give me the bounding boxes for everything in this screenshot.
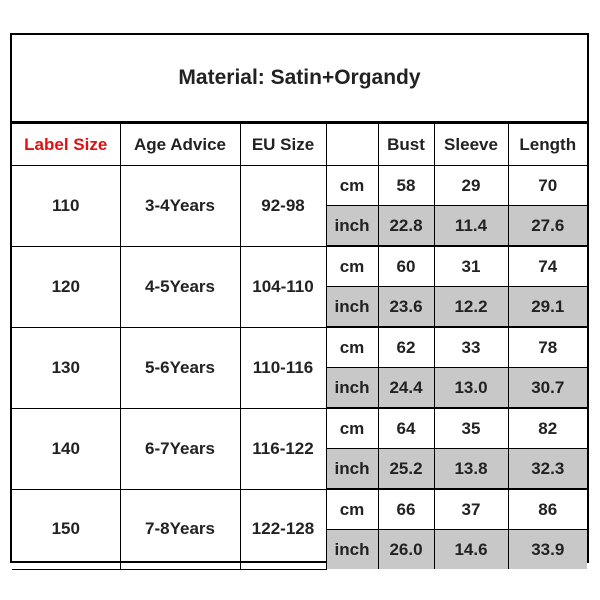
age-advice-cell: 3-4Years [119, 165, 241, 247]
eu-size-cell: 110-116 [239, 326, 327, 409]
length-inch-cell: 29.1 [507, 286, 587, 328]
unit-cm-cell: cm [325, 407, 379, 449]
length-inch-cell: 32.3 [507, 448, 587, 490]
bust-cm-cell: 58 [377, 165, 435, 206]
header-row: Label Size Age Advice EU Size Bust Sleev… [12, 123, 587, 166]
table-row-inch: inch 23.6 12.2 29.1 [12, 286, 587, 328]
bust-inch-cell: 22.8 [377, 205, 435, 247]
table-row-cm: 110 3-4Years 92-98 cm 58 29 70 [12, 165, 587, 247]
label-size-cell: 130 [12, 326, 121, 409]
bust-cm-cell: 60 [377, 245, 435, 287]
eu-size-cell: 122-128 [239, 488, 327, 570]
age-advice-cell: 7-8Years [119, 488, 241, 570]
table-row-cm: 150 7-8Years 122-128 cm 66 37 86 [12, 488, 587, 570]
header-age-advice: Age Advice [119, 123, 241, 166]
length-cm-cell: 82 [507, 407, 587, 449]
age-advice-cell: 4-5Years [119, 245, 241, 328]
unit-inch-cell: inch [326, 205, 379, 247]
length-inch-cell: 27.6 [507, 205, 587, 247]
unit-cm-cell: cm [325, 326, 379, 368]
length-cm-cell: 70 [507, 165, 587, 206]
bust-cm-cell: 62 [377, 326, 435, 368]
header-bust: Bust [377, 123, 435, 166]
sleeve-inch-cell: 14.6 [433, 529, 509, 569]
length-cm-cell: 86 [507, 488, 587, 530]
sleeve-cm-cell: 37 [433, 488, 509, 530]
length-inch-cell: 33.9 [507, 529, 587, 569]
bust-cm-cell: 66 [377, 488, 435, 530]
unit-cm-cell: cm [325, 165, 379, 206]
bust-inch-cell: 23.6 [377, 286, 435, 328]
table-row-inch: inch 24.4 13.0 30.7 [12, 367, 587, 409]
sleeve-inch-cell: 13.8 [433, 448, 509, 490]
sleeve-inch-cell: 13.0 [433, 367, 509, 409]
age-advice-cell: 6-7Years [119, 407, 241, 490]
bust-inch-cell: 25.2 [377, 448, 435, 490]
table-row-inch: inch 26.0 14.6 33.9 [12, 529, 587, 569]
label-size-cell: 120 [12, 245, 121, 328]
table-row-inch: inch 22.8 11.4 27.6 [12, 205, 587, 247]
table-row-cm: 120 4-5Years 104-110 cm 60 31 74 [12, 245, 587, 328]
eu-size-cell: 116-122 [239, 407, 327, 490]
unit-inch-cell: inch [326, 529, 379, 569]
bust-inch-cell: 26.0 [377, 529, 435, 569]
bust-cm-cell: 64 [377, 407, 435, 449]
header-sleeve: Sleeve [433, 123, 509, 166]
label-size-cell: 150 [12, 488, 121, 570]
chart-title: Material: Satin+Organdy [12, 35, 587, 123]
eu-size-cell: 104-110 [239, 245, 327, 328]
size-chart: Material: Satin+Organdy Label Size Age A… [10, 33, 589, 570]
header-label-size: Label Size [12, 123, 121, 166]
length-inch-cell: 30.7 [507, 367, 587, 409]
header-unit [325, 123, 379, 166]
unit-inch-cell: inch [326, 286, 379, 328]
table-row-cm: 130 5-6Years 110-116 cm 62 33 78 [12, 326, 587, 409]
eu-size-cell: 92-98 [239, 165, 327, 247]
unit-inch-cell: inch [326, 367, 379, 409]
unit-cm-cell: cm [325, 245, 379, 287]
unit-inch-cell: inch [326, 448, 379, 490]
header-eu-size: EU Size [239, 123, 327, 166]
unit-cm-cell: cm [325, 488, 379, 530]
length-cm-cell: 78 [507, 326, 587, 368]
label-size-cell: 140 [12, 407, 121, 490]
label-size-cell: 110 [12, 165, 121, 247]
sleeve-cm-cell: 31 [433, 245, 509, 287]
sleeve-cm-cell: 35 [433, 407, 509, 449]
header-length: Length [507, 123, 587, 166]
sleeve-cm-cell: 33 [433, 326, 509, 368]
sleeve-inch-cell: 12.2 [433, 286, 509, 328]
age-advice-cell: 5-6Years [119, 326, 241, 409]
sleeve-inch-cell: 11.4 [433, 205, 509, 247]
table-row-cm: 140 6-7Years 116-122 cm 64 35 82 [12, 407, 587, 490]
bust-inch-cell: 24.4 [377, 367, 435, 409]
table-row-inch: inch 25.2 13.8 32.3 [12, 448, 587, 490]
length-cm-cell: 74 [507, 245, 587, 287]
size-table: Label Size Age Advice EU Size Bust Sleev… [12, 123, 587, 570]
sleeve-cm-cell: 29 [433, 165, 509, 206]
